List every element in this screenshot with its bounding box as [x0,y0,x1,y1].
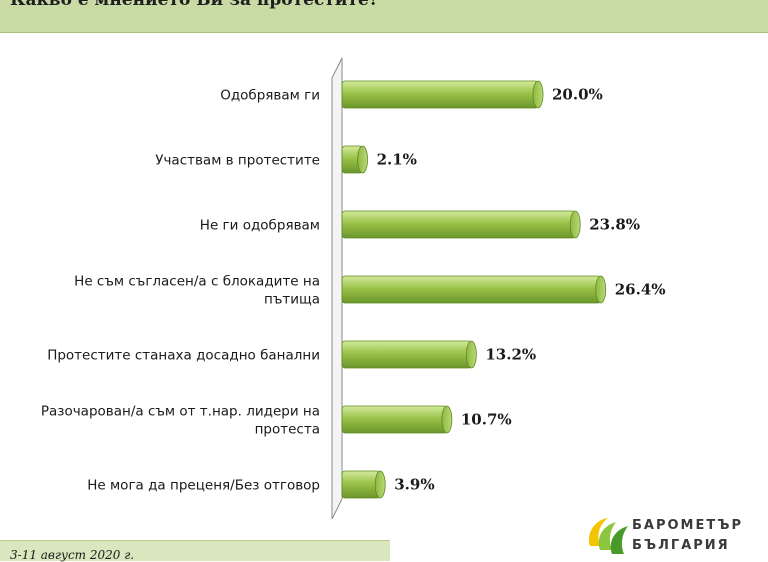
chart-axis [331,57,343,520]
bar-body [341,470,381,499]
logo-icon [588,518,628,554]
category-label-line: протеста [255,422,320,438]
title-bar: Какво е мнението Ви за протестите? [0,0,768,33]
bar [341,210,581,239]
bar-body [341,340,472,369]
bar-body [341,275,602,304]
category-label-line: Участвам в протестите [155,153,320,169]
logo-line1: БАРОМЕТЪР [632,518,743,533]
bar-cap [357,145,368,174]
category-label-line: Разочарован/а съм от т.нар. лидери на [41,404,320,420]
logo: БАРОМЕТЪР БЪЛГАРИЯ [584,512,768,560]
category-label: Участвам в протестите [155,153,320,169]
axis-wall [331,57,343,520]
category-label-line: Не съм съгласен/а с блокадите на [74,274,320,290]
value-label: 23.8% [589,216,640,234]
bar-cap [569,210,581,239]
bar-cap [374,470,386,499]
bar [341,340,477,369]
category-label: Разочарован/а съм от т.нар. лидери на про… [41,404,320,438]
survey-date: 3-11 август 2020 г. [10,548,135,562]
category-label-line: пътища [264,292,320,308]
category-label: Одобрявам ги [220,88,320,104]
bar-cap [441,405,453,434]
category-label: Не съм съгласен/а с блокадите на пътища [74,274,320,308]
value-label: 26.4% [615,281,666,299]
value-label: 3.9% [394,476,434,494]
category-label: Протестите станаха досадно банални [47,348,320,364]
chart-title: Какво е мнението Ви за протестите? [10,0,379,10]
footer-bar: 3-11 август 2020 г. [0,540,390,562]
bar-cap [532,80,544,109]
category-label-line: Одобрявам ги [220,88,320,104]
bar [341,80,544,109]
value-label: 10.7% [461,411,512,429]
bar-body [341,210,576,239]
bar-cap [595,275,607,304]
bar-cap [465,340,477,369]
value-label: 2.1% [377,151,417,169]
category-label: Не мога да преценя/Без отговор [87,478,320,494]
bar-body [341,405,448,434]
category-label: Не ги одобрявам [200,218,320,234]
bar-chart: Одобрявам ги Участвам в протестите Не ги о… [41,57,666,520]
logo-line2: БЪЛГАРИЯ [632,538,730,553]
category-labels: Одобрявам ги Участвам в протестите Не ги о… [41,88,320,494]
value-label: 20.0% [552,86,603,104]
bars [341,80,607,499]
bar-body [341,80,539,109]
bar [341,405,453,434]
category-label-line: Не ги одобрявам [200,218,320,234]
bar [341,275,607,304]
value-labels: 20.0% 2.1% 23.8% 26.4% 13.2% 10.7% 3.9% [377,86,666,494]
category-label-line: Не мога да преценя/Без отговор [87,478,320,494]
bar [341,145,368,174]
category-label-line: Протестите станаха досадно банални [47,348,320,364]
value-label: 13.2% [485,346,536,364]
bar [341,470,386,499]
